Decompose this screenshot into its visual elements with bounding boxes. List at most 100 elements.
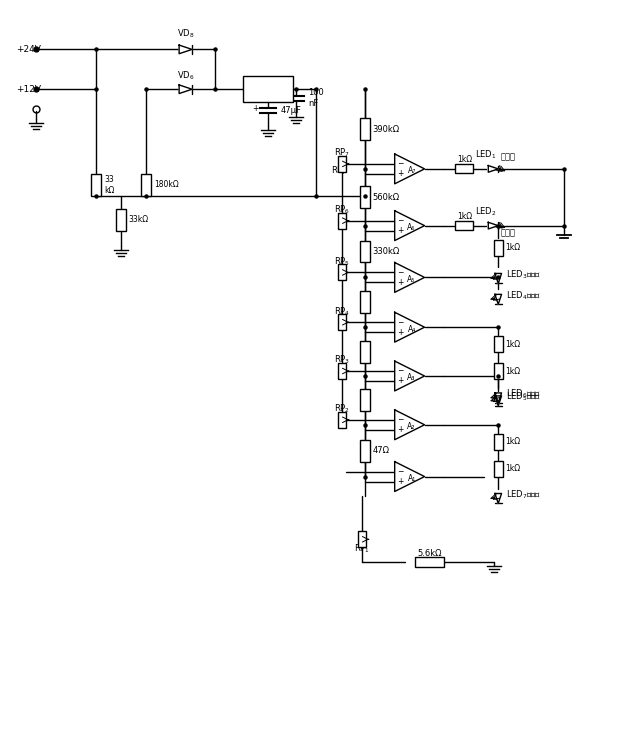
Bar <box>116 209 126 231</box>
Bar <box>338 315 346 330</box>
Text: −: − <box>397 216 404 225</box>
Text: +: + <box>397 278 404 287</box>
Text: RP$_1$: RP$_1$ <box>354 543 370 556</box>
Text: RP$_7$: RP$_7$ <box>330 165 347 177</box>
Text: 1kΩ: 1kΩ <box>457 212 472 221</box>
Bar <box>455 221 473 230</box>
Text: RP$_7$: RP$_7$ <box>334 147 350 160</box>
Bar <box>358 531 366 548</box>
Text: RP$_2$: RP$_2$ <box>334 403 350 415</box>
Bar <box>360 389 370 411</box>
Text: +: + <box>252 103 258 112</box>
Text: −: − <box>397 160 404 169</box>
Polygon shape <box>495 396 502 406</box>
Bar <box>338 363 346 379</box>
Bar <box>360 240 370 262</box>
Text: +24V: +24V <box>16 45 41 54</box>
Bar <box>141 174 151 195</box>
Text: RP$_3$: RP$_3$ <box>334 354 350 366</box>
Text: 1kΩ: 1kΩ <box>505 437 520 446</box>
Text: A₂: A₂ <box>408 422 416 431</box>
Text: 1kΩ: 1kΩ <box>505 339 520 348</box>
Polygon shape <box>488 222 498 229</box>
Text: 180kΩ: 180kΩ <box>154 181 178 189</box>
Text: 33
kΩ: 33 kΩ <box>104 175 115 195</box>
Text: 1kΩ: 1kΩ <box>505 366 520 375</box>
Bar <box>360 118 370 140</box>
Text: 电源: 电源 <box>263 85 274 94</box>
Text: A₅: A₅ <box>408 275 416 284</box>
Bar <box>360 341 370 363</box>
Text: +: + <box>397 477 404 486</box>
Text: LED$_5$（橙）: LED$_5$（橙） <box>506 391 542 403</box>
Text: +: + <box>397 377 404 386</box>
Text: （绿）: （绿） <box>500 228 515 237</box>
Bar <box>494 336 503 352</box>
Text: A₄: A₄ <box>408 325 416 334</box>
Polygon shape <box>395 154 424 184</box>
Text: LED$_7$（红）: LED$_7$（红） <box>506 488 542 501</box>
Text: +12V: +12V <box>16 85 41 94</box>
Text: +: + <box>397 226 404 235</box>
Polygon shape <box>495 494 502 503</box>
Polygon shape <box>495 294 502 304</box>
Bar <box>243 76 293 102</box>
Text: A₁: A₁ <box>408 474 416 483</box>
Text: A₆: A₆ <box>408 223 416 232</box>
Text: 33kΩ: 33kΩ <box>129 215 149 224</box>
Polygon shape <box>395 312 424 342</box>
Bar <box>494 363 503 379</box>
Text: −: − <box>397 467 404 476</box>
Bar <box>360 291 370 313</box>
Text: 1kΩ: 1kΩ <box>505 464 520 473</box>
Bar <box>494 461 503 476</box>
Polygon shape <box>179 85 192 94</box>
Text: （红）: （红） <box>500 153 515 162</box>
Text: A₃: A₃ <box>408 374 416 383</box>
Text: +: + <box>397 425 404 434</box>
Text: 330kΩ: 330kΩ <box>373 247 400 256</box>
Text: −: − <box>397 318 404 327</box>
Bar <box>360 440 370 461</box>
Bar <box>494 240 503 255</box>
Text: −: − <box>397 366 404 375</box>
Bar <box>338 412 346 428</box>
Polygon shape <box>488 166 498 172</box>
Text: LED$_3$（绿）: LED$_3$（绿） <box>506 268 542 281</box>
Bar <box>338 156 346 172</box>
Polygon shape <box>495 393 502 403</box>
Text: −: − <box>397 415 404 424</box>
Bar <box>494 434 503 449</box>
Text: +: + <box>397 169 404 178</box>
Text: −: − <box>397 268 404 277</box>
Polygon shape <box>395 210 424 240</box>
Text: 1kΩ: 1kΩ <box>505 243 520 252</box>
Text: A₇: A₇ <box>408 166 416 175</box>
Text: 47μF: 47μF <box>280 106 301 115</box>
Text: 100
nF: 100 nF <box>308 88 324 108</box>
Polygon shape <box>395 262 424 292</box>
Bar <box>415 557 444 567</box>
Text: 560kΩ: 560kΩ <box>373 192 400 201</box>
Bar <box>338 213 346 228</box>
Polygon shape <box>395 461 424 491</box>
Text: 1kΩ: 1kΩ <box>457 156 472 165</box>
Text: 390kΩ: 390kΩ <box>373 124 400 133</box>
Bar <box>455 165 473 173</box>
Polygon shape <box>495 273 502 283</box>
Text: +: + <box>397 327 404 337</box>
Text: LED$_6$（红）: LED$_6$（红） <box>506 388 542 400</box>
Text: 47Ω: 47Ω <box>373 446 390 455</box>
Bar <box>91 174 101 195</box>
Text: 5.6kΩ: 5.6kΩ <box>417 549 442 558</box>
Text: LED$_4$（黄）: LED$_4$（黄） <box>506 289 542 302</box>
Text: VD$_8$: VD$_8$ <box>177 27 194 40</box>
Text: RP$_6$: RP$_6$ <box>334 204 350 216</box>
Polygon shape <box>179 45 192 54</box>
Polygon shape <box>395 361 424 391</box>
Text: RP$_5$: RP$_5$ <box>334 255 350 267</box>
Text: RP$_4$: RP$_4$ <box>334 305 350 318</box>
Polygon shape <box>395 410 424 440</box>
Bar <box>338 264 346 280</box>
Text: LED$_2$: LED$_2$ <box>475 205 497 218</box>
